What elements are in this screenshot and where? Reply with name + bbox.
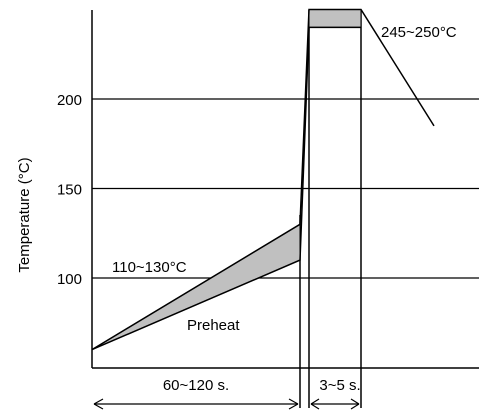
preheat-time-arrowhead-left xyxy=(93,398,104,410)
y-tick-label: 200 xyxy=(57,92,82,109)
profile-lower-line xyxy=(91,26,361,351)
y-tick-labels: 100 150 200 xyxy=(57,92,82,288)
profile-upper-line xyxy=(91,8,435,351)
peak-time-arrowhead-right xyxy=(350,398,360,410)
gridlines xyxy=(92,98,479,279)
preheat-label: Preheat xyxy=(187,317,240,334)
peak-time-label: 3~5 s. xyxy=(319,377,360,394)
y-tick-label: 100 xyxy=(57,271,82,288)
peak-temp-label: 245~250°C xyxy=(381,24,457,41)
y-tick-label: 150 xyxy=(57,182,82,199)
peak-time-arrowhead-left xyxy=(310,398,320,410)
y-axis-label: Temperature (°C) xyxy=(16,157,33,272)
preheat-band-label: 110~130°C xyxy=(112,259,187,276)
preheat-time-arrowhead-right xyxy=(288,398,299,410)
peak-band-area xyxy=(308,9,362,28)
preheat-time-label: 60~120 s. xyxy=(163,377,229,394)
